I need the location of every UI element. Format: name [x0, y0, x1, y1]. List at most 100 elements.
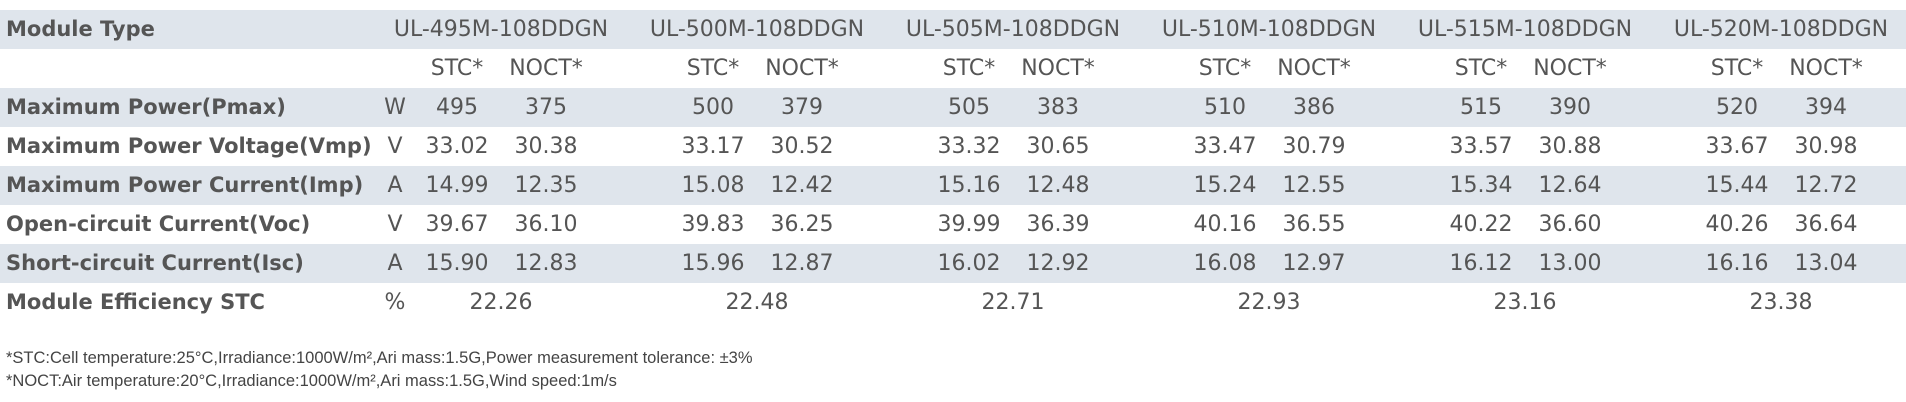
footnote: *STC:Cell temperature:25°C,Irradiance:10…	[6, 349, 753, 367]
cell-value: 36.60	[1538, 212, 1602, 237]
cell-value: 40.16	[1193, 212, 1257, 237]
cell-value: 36.25	[770, 212, 834, 237]
model-name: UL-510M-108DDGN	[1161, 17, 1377, 42]
cell-value: 22.48	[725, 290, 789, 315]
cell-value: 22.71	[981, 290, 1045, 315]
condition-label: STC*	[1454, 56, 1508, 81]
row-label: Short-circuit Current(Isc)	[6, 251, 304, 275]
cell-value: 15.34	[1449, 173, 1513, 198]
cell-value: 39.83	[681, 212, 745, 237]
cell-value: 12.83	[514, 251, 578, 276]
cell-value: 390	[1549, 95, 1591, 120]
condition-label: NOCT*	[765, 56, 839, 81]
cell-value: 40.22	[1449, 212, 1513, 237]
cell-value: 15.16	[937, 173, 1001, 198]
cell-value: 14.99	[425, 173, 489, 198]
cell-value: 15.96	[681, 251, 745, 276]
cell-value: 12.72	[1794, 173, 1858, 198]
row-band	[0, 10, 1906, 49]
cell-value: 30.98	[1794, 134, 1858, 159]
condition-label: NOCT*	[1277, 56, 1351, 81]
cell-value: 36.55	[1282, 212, 1346, 237]
cell-value: 33.57	[1449, 134, 1513, 159]
row-label: Module Efficiency STC	[6, 290, 265, 314]
cell-value: 15.08	[681, 173, 745, 198]
cell-value: 12.92	[1026, 251, 1090, 276]
cell-value: 30.38	[514, 134, 578, 159]
unit: A	[387, 173, 403, 198]
cell-value: 505	[948, 95, 990, 120]
model-name: UL-495M-108DDGN	[393, 17, 609, 42]
cell-value: 375	[525, 95, 567, 120]
cell-value: 33.02	[425, 134, 489, 159]
cell-value: 36.10	[514, 212, 578, 237]
model-name: UL-505M-108DDGN	[905, 17, 1121, 42]
condition-label: STC*	[686, 56, 740, 81]
cell-value: 36.64	[1794, 212, 1858, 237]
condition-label: STC*	[430, 56, 484, 81]
row-label: Open-circuit Current(Voc)	[6, 212, 311, 236]
cell-value: 12.48	[1026, 173, 1090, 198]
cell-value: 23.16	[1493, 290, 1557, 315]
cell-value: 12.97	[1282, 251, 1346, 276]
cell-value: 16.12	[1449, 251, 1513, 276]
unit: A	[387, 251, 403, 276]
cell-value: 15.90	[425, 251, 489, 276]
cell-value: 23.38	[1749, 290, 1813, 315]
condition-label: NOCT*	[1021, 56, 1095, 81]
unit: V	[387, 212, 403, 237]
cell-value: 33.67	[1705, 134, 1769, 159]
cell-value: 520	[1716, 95, 1758, 120]
row-band	[0, 88, 1906, 127]
cell-value: 39.99	[937, 212, 1001, 237]
row-label: Maximum Power Voltage(Vmp)	[6, 134, 372, 158]
row-band	[0, 166, 1906, 205]
unit: V	[387, 134, 403, 159]
cell-value: 15.44	[1705, 173, 1769, 198]
cell-value: 12.35	[514, 173, 578, 198]
cell-value: 16.08	[1193, 251, 1257, 276]
cell-value: 12.87	[770, 251, 834, 276]
cell-value: 30.52	[770, 134, 834, 159]
row-band	[0, 244, 1906, 283]
cell-value: 40.26	[1705, 212, 1769, 237]
cell-value: 515	[1460, 95, 1502, 120]
cell-value: 394	[1805, 95, 1847, 120]
row-label: Maximum Power Current(Imp)	[6, 173, 364, 197]
cell-value: 379	[781, 95, 823, 120]
cell-value: 33.17	[681, 134, 745, 159]
cell-value: 386	[1293, 95, 1335, 120]
condition-label: STC*	[1710, 56, 1764, 81]
cell-value: 510	[1204, 95, 1246, 120]
cell-value: 383	[1037, 95, 1079, 120]
cell-value: 30.79	[1282, 134, 1346, 159]
condition-label: NOCT*	[509, 56, 583, 81]
model-name: UL-500M-108DDGN	[649, 17, 865, 42]
header-label: Module Type	[6, 17, 155, 41]
cell-value: 39.67	[425, 212, 489, 237]
cell-value: 13.04	[1794, 251, 1858, 276]
cell-value: 500	[692, 95, 734, 120]
model-name: UL-520M-108DDGN	[1673, 17, 1889, 42]
model-name: UL-515M-108DDGN	[1417, 17, 1633, 42]
unit: %	[384, 290, 406, 315]
cell-value: 495	[436, 95, 478, 120]
cell-value: 33.32	[937, 134, 1001, 159]
unit: W	[384, 95, 406, 120]
cell-value: 15.24	[1193, 173, 1257, 198]
condition-label: NOCT*	[1533, 56, 1607, 81]
footnote: *NOCT:Air temperature:20°C,Irradiance:10…	[6, 372, 617, 390]
cell-value: 16.02	[937, 251, 1001, 276]
cell-value: 22.26	[469, 290, 533, 315]
cell-value: 30.65	[1026, 134, 1090, 159]
cell-value: 12.55	[1282, 173, 1346, 198]
cell-value: 22.93	[1237, 290, 1301, 315]
condition-label: STC*	[1198, 56, 1252, 81]
cell-value: 30.88	[1538, 134, 1602, 159]
cell-value: 12.64	[1538, 173, 1602, 198]
condition-label: STC*	[942, 56, 996, 81]
row-label: Maximum Power(Pmax)	[6, 95, 286, 119]
cell-value: 36.39	[1026, 212, 1090, 237]
cell-value: 12.42	[770, 173, 834, 198]
